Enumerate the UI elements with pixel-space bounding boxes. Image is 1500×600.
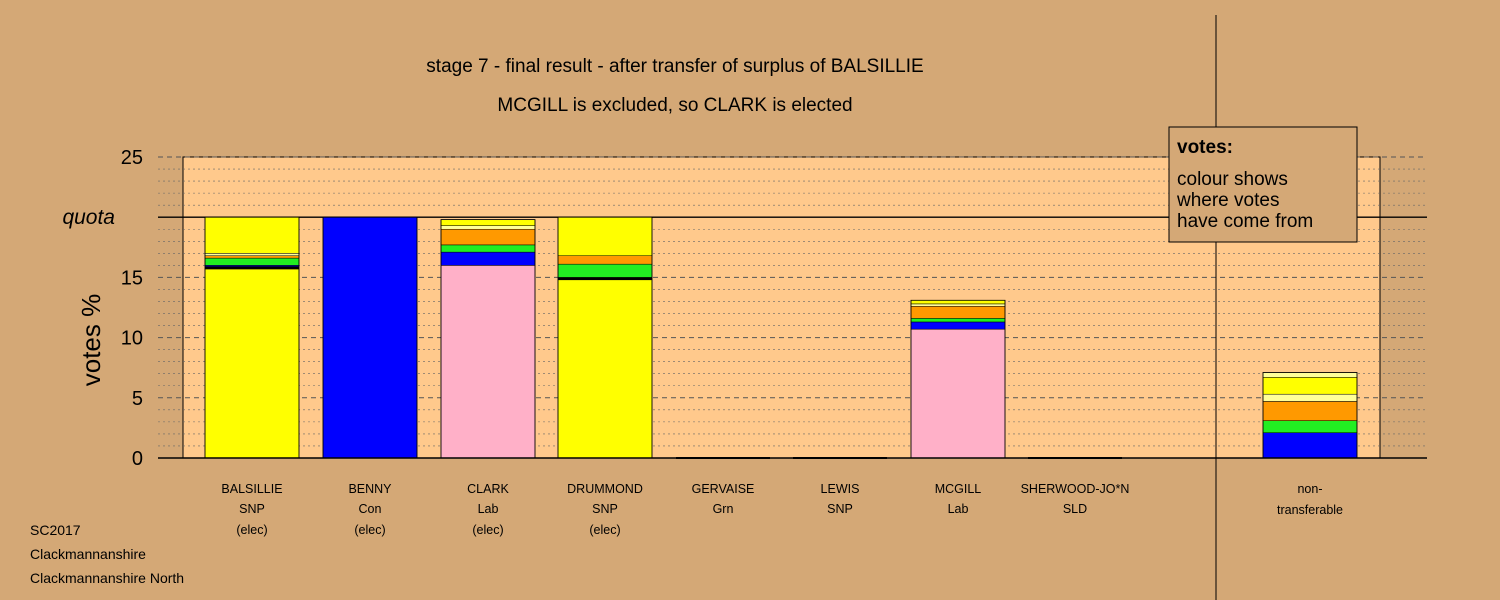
candidate-party: SNP bbox=[592, 502, 618, 516]
y-tick-label: 10 bbox=[121, 328, 143, 350]
candidate-status: (elec) bbox=[236, 523, 267, 537]
bar-balsillie-segment bbox=[204, 268, 300, 459]
bar-mcgill-segment bbox=[910, 318, 1006, 323]
bar-balsillie-segment bbox=[204, 266, 300, 270]
bar-clark-segment bbox=[440, 244, 536, 253]
candidate-name: BENNY bbox=[348, 482, 392, 496]
candidate-party: SLD bbox=[1063, 502, 1087, 516]
bar-mcgill-segment bbox=[910, 306, 1006, 319]
quota-label: quota bbox=[62, 206, 115, 229]
bar-clark-segment bbox=[440, 251, 536, 266]
chart-subtitle: MCGILL is excluded, so CLARK is elected bbox=[497, 95, 852, 116]
candidate-status: (elec) bbox=[472, 523, 503, 537]
bar-clark-segment bbox=[440, 219, 536, 226]
footer-ward: Clackmannanshire North bbox=[30, 570, 185, 586]
bar-clark-segment bbox=[440, 228, 536, 246]
candidate-status: (elec) bbox=[354, 523, 385, 537]
bar-benny bbox=[322, 216, 418, 459]
x-axis-labels: BALSILLIE SNP (elec) BENNY Con (elec) CLARK Lab… bbox=[221, 482, 1343, 537]
bar-nontransferable-segment bbox=[1262, 393, 1358, 402]
nontransferable-label: transferable bbox=[1277, 503, 1343, 517]
candidate-name: BALSILLIE bbox=[221, 482, 282, 496]
y-tick-label: 15 bbox=[121, 267, 143, 289]
y-axis-label: votes % bbox=[76, 294, 106, 387]
candidate-party: SNP bbox=[239, 502, 265, 516]
candidate-party: Con bbox=[359, 502, 382, 516]
y-tick-label: 25 bbox=[121, 147, 143, 169]
candidate-party: Grn bbox=[713, 502, 734, 516]
nontransferable-label: non- bbox=[1297, 482, 1322, 496]
bar-balsillie bbox=[204, 216, 300, 459]
bar-clark-segment bbox=[440, 225, 536, 230]
bar-nontransferable-segment bbox=[1262, 420, 1358, 433]
bar-drummond-segment bbox=[557, 277, 653, 281]
candidate-party: Lab bbox=[478, 502, 499, 516]
legend-title: votes: bbox=[1177, 137, 1233, 158]
bar-balsillie-segment bbox=[204, 253, 300, 256]
legend-line-3: have come from bbox=[1177, 211, 1313, 232]
bar-drummond-segment bbox=[557, 255, 653, 265]
y-tick-label: 5 bbox=[132, 388, 143, 410]
bar-clark bbox=[440, 219, 536, 459]
candidate-name: GERVAISE bbox=[692, 482, 755, 496]
candidate-name: CLARK bbox=[467, 482, 509, 496]
legend-line-2: where votes bbox=[1176, 190, 1279, 211]
bar-clark-segment bbox=[440, 265, 536, 459]
bar-balsillie-segment bbox=[204, 255, 300, 259]
bar-drummond-segment bbox=[557, 216, 653, 256]
bar-balsillie-segment bbox=[204, 216, 300, 254]
legend-line-1: colour shows bbox=[1177, 169, 1288, 190]
bar-drummond-segment bbox=[557, 279, 653, 459]
footer-council: Clackmannanshire bbox=[30, 546, 146, 562]
candidate-name: DRUMMOND bbox=[567, 482, 643, 496]
candidate-name: LEWIS bbox=[821, 482, 860, 496]
bar-balsillie-segment bbox=[204, 257, 300, 266]
candidate-name: SHERWOOD-JO*N bbox=[1021, 482, 1130, 496]
bar-nontransferable-segment bbox=[1262, 377, 1358, 395]
bar-nontransferable bbox=[1262, 372, 1358, 459]
chart-title: stage 7 - final result - after transfer … bbox=[426, 56, 923, 77]
candidate-party: Lab bbox=[948, 502, 969, 516]
bar-nontransferable-segment bbox=[1262, 432, 1358, 459]
bar-drummond bbox=[557, 216, 653, 459]
legend-box: votes: colour shows where votes have com… bbox=[1168, 126, 1358, 243]
footer-election: SC2017 bbox=[30, 522, 81, 538]
bar-mcgill-segment bbox=[910, 328, 1006, 459]
candidate-party: SNP bbox=[827, 502, 853, 516]
bar-nontransferable-segment bbox=[1262, 372, 1358, 378]
bar-mcgill-segment bbox=[910, 303, 1006, 307]
bar-drummond-segment bbox=[557, 263, 653, 278]
candidate-name: MCGILL bbox=[935, 482, 982, 496]
bar-benny-segment bbox=[322, 216, 418, 459]
y-tick-label: 0 bbox=[132, 448, 143, 470]
bar-nontransferable-segment bbox=[1262, 401, 1358, 421]
candidate-status: (elec) bbox=[589, 523, 620, 537]
bar-mcgill-segment bbox=[910, 321, 1006, 330]
bar-mcgill bbox=[910, 299, 1006, 459]
bar-mcgill-segment bbox=[910, 300, 1006, 305]
